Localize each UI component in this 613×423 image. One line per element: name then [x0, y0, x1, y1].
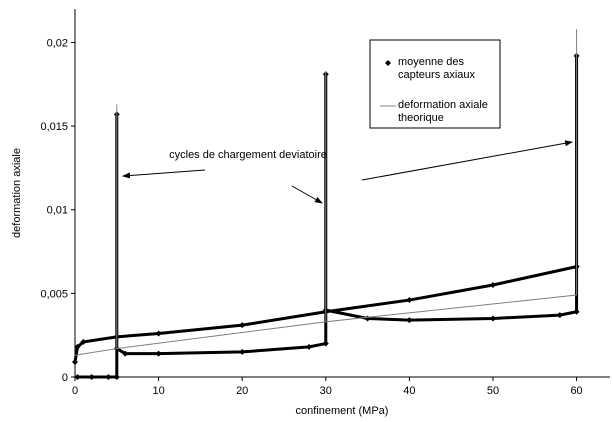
y-tick-label: 0,02: [47, 37, 68, 49]
data-point: [72, 358, 78, 365]
x-tick-label: 30: [320, 385, 332, 397]
data-point: [122, 350, 129, 357]
x-tick-label: 10: [152, 385, 164, 397]
data-point: [406, 317, 413, 324]
data-point: [80, 338, 87, 345]
data-point: [239, 322, 246, 329]
legend-box: [369, 39, 501, 129]
data-point: [306, 343, 313, 350]
arrow: [122, 169, 206, 179]
y-tick-label: 0: [62, 372, 68, 384]
legend-symbol: [385, 60, 391, 66]
data-point: [113, 374, 120, 380]
arrow: [361, 140, 573, 181]
data-point: [74, 343, 81, 350]
x-tick-label: 20: [236, 385, 248, 397]
data-point: [88, 374, 95, 380]
data-point: [556, 312, 563, 319]
annotation: cycles de chargement deviatoire: [169, 149, 327, 161]
data-point: [239, 348, 246, 355]
legend-label: moyenne des capteurs axiaux: [398, 56, 476, 81]
x-tick-label: 50: [487, 385, 499, 397]
data-point: [74, 374, 81, 380]
x-tick-label: 60: [570, 385, 582, 397]
data-point: [406, 297, 413, 304]
data-point: [322, 340, 329, 347]
data-point: [573, 308, 580, 315]
data-point: [489, 282, 496, 288]
x-axis-label: confinement (MPa): [296, 405, 389, 417]
y-tick-label: 0,015: [40, 121, 68, 133]
x-tick-label: 0: [72, 385, 78, 397]
data-point: [155, 350, 162, 357]
y-tick-label: 0,01: [47, 205, 68, 217]
data-point: [155, 330, 162, 337]
legend-label: deformation axiale theorique: [398, 99, 488, 124]
x-tick-label: 40: [403, 385, 415, 397]
series-line: [74, 29, 578, 356]
data-point: [105, 374, 112, 380]
y-tick-label: 0,005: [40, 288, 68, 300]
data-point: [489, 315, 496, 322]
arrow: [291, 185, 323, 204]
data-point: [364, 315, 371, 322]
y-axis-label: deformation axiale: [11, 148, 23, 238]
